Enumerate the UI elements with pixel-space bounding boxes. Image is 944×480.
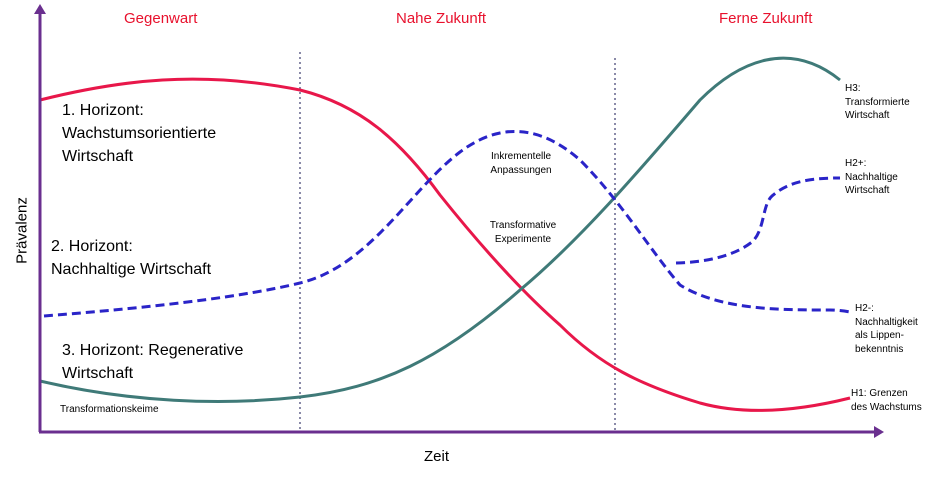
x-axis-title: Zeit (424, 448, 450, 465)
horizon-1-line-3: Wirtschaft (62, 148, 134, 166)
phase-far-future: Ferne Zukunft (719, 10, 813, 27)
annotation-incremental-line-1: Inkrementelle (490, 151, 552, 162)
end-label-h2minus-line-1: H2-: (855, 303, 874, 314)
phase-near-future: Nahe Zukunft (396, 10, 487, 27)
end-label-h2minus-line-4: bekenntnis (855, 343, 904, 355)
horizon-3-line-1: 3. Horizont: Regenerative (62, 342, 244, 359)
horizon-2-line-1: 2. Horizont: (51, 238, 133, 255)
annotation-incremental: Inkrementelle Anpassungen (476, 150, 566, 177)
end-label-h2minus-line-3: als Lippen- (855, 330, 904, 341)
annotation-incremental-line-2: Anpassungen (490, 164, 552, 176)
h2plus-branch (675, 176, 841, 265)
end-label-h3-line-3: Wirtschaft (845, 110, 890, 121)
annotation-experiments-line-1: Transformative (489, 220, 557, 231)
horizon-2-label: 2. Horizont: Nachhaltige Wirtschaft (51, 235, 211, 281)
horizon-1-line-1: 1. Horizont: (62, 102, 144, 119)
end-label-h2plus-line-2: Nachhaltige (845, 171, 898, 183)
end-label-h3: H3: Transformierte Wirtschaft (845, 82, 910, 123)
end-label-h2minus: H2-: Nachhaltigkeit als Lippen- bekenntn… (855, 302, 918, 356)
phase-present: Gegenwart (124, 10, 198, 27)
end-label-h1: H1: Grenzen des Wachstums (851, 387, 922, 414)
h3-curve (39, 56, 841, 403)
horizon-1-line-2: Wachstumsorientierte (62, 125, 217, 143)
end-label-h1-line-1: H1: Grenzen (851, 388, 908, 399)
annotation-experiments-line-2: Experimente (494, 233, 552, 245)
annotation-seeds: Transformationskeime (60, 404, 159, 415)
y-axis-arrowhead (34, 4, 46, 14)
end-label-h2plus: H2+: Nachhaltige Wirtschaft (845, 157, 898, 198)
horizon-2-line-2: Nachhaltige Wirtschaft (51, 261, 212, 279)
end-label-h3-line-2: Transformierte (845, 96, 910, 108)
y-axis-title: Prävalenz (13, 197, 31, 264)
h2-curve (43, 130, 851, 318)
horizon-3-label: 3. Horizont: Regenerative Wirtschaft (62, 339, 243, 385)
end-label-h2plus-line-1: H2+: (845, 158, 867, 169)
annotation-experiments: Transformative Experimente (478, 219, 568, 246)
end-label-h1-line-2: des Wachstums (851, 401, 922, 413)
end-label-h2plus-line-3: Wirtschaft (845, 185, 890, 196)
horizon-1-label: 1. Horizont: Wachstumsorientierte Wirtsc… (62, 99, 216, 169)
end-label-h3-line-1: H3: (845, 83, 861, 94)
x-axis-arrowhead (874, 426, 884, 438)
horizon-3-line-2: Wirtschaft (62, 365, 134, 383)
end-label-h2minus-line-2: Nachhaltigkeit (855, 316, 918, 328)
h1-curve (39, 77, 851, 412)
